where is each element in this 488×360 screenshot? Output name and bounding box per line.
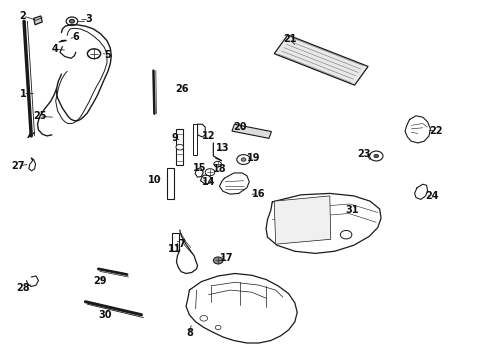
Text: 3: 3 bbox=[85, 14, 92, 24]
Text: 23: 23 bbox=[357, 149, 370, 158]
Circle shape bbox=[369, 151, 382, 161]
Text: 9: 9 bbox=[171, 133, 178, 143]
Text: 19: 19 bbox=[247, 153, 260, 163]
Text: 21: 21 bbox=[283, 34, 296, 44]
Polygon shape bbox=[274, 35, 367, 85]
Text: 27: 27 bbox=[12, 161, 25, 171]
Text: 1: 1 bbox=[20, 89, 26, 99]
Circle shape bbox=[66, 17, 78, 26]
Text: 15: 15 bbox=[193, 163, 206, 173]
Text: 31: 31 bbox=[345, 205, 358, 215]
Circle shape bbox=[373, 154, 378, 158]
Text: 30: 30 bbox=[99, 310, 112, 320]
Text: 18: 18 bbox=[212, 165, 226, 174]
Circle shape bbox=[213, 257, 223, 264]
Text: 16: 16 bbox=[252, 189, 265, 199]
Text: 28: 28 bbox=[16, 283, 30, 293]
Text: 8: 8 bbox=[185, 328, 192, 338]
Text: 13: 13 bbox=[216, 143, 229, 153]
Text: 14: 14 bbox=[202, 177, 215, 187]
Circle shape bbox=[69, 19, 74, 23]
Polygon shape bbox=[171, 233, 179, 251]
Text: 24: 24 bbox=[425, 191, 438, 201]
Circle shape bbox=[87, 49, 101, 59]
Text: 20: 20 bbox=[232, 122, 246, 132]
Text: 7: 7 bbox=[179, 239, 185, 248]
Text: 17: 17 bbox=[220, 253, 233, 262]
Text: 4: 4 bbox=[52, 45, 59, 54]
Text: 26: 26 bbox=[175, 84, 188, 94]
Text: 22: 22 bbox=[428, 126, 442, 136]
Polygon shape bbox=[231, 124, 271, 138]
Text: 12: 12 bbox=[202, 131, 215, 141]
Text: 5: 5 bbox=[104, 50, 111, 60]
Polygon shape bbox=[176, 129, 183, 165]
Circle shape bbox=[241, 158, 245, 161]
Text: 29: 29 bbox=[93, 275, 106, 285]
Circle shape bbox=[205, 169, 214, 176]
Text: 6: 6 bbox=[72, 32, 79, 42]
Text: 25: 25 bbox=[33, 112, 46, 121]
Polygon shape bbox=[274, 196, 330, 244]
Circle shape bbox=[213, 161, 221, 167]
Polygon shape bbox=[193, 123, 196, 155]
Text: 10: 10 bbox=[148, 175, 162, 185]
Circle shape bbox=[236, 154, 250, 165]
Circle shape bbox=[340, 230, 351, 239]
Text: 11: 11 bbox=[168, 244, 182, 254]
Circle shape bbox=[215, 325, 221, 330]
Circle shape bbox=[176, 144, 183, 150]
Circle shape bbox=[200, 315, 207, 321]
Text: 2: 2 bbox=[20, 11, 26, 21]
Polygon shape bbox=[34, 16, 42, 25]
Polygon shape bbox=[166, 168, 173, 199]
